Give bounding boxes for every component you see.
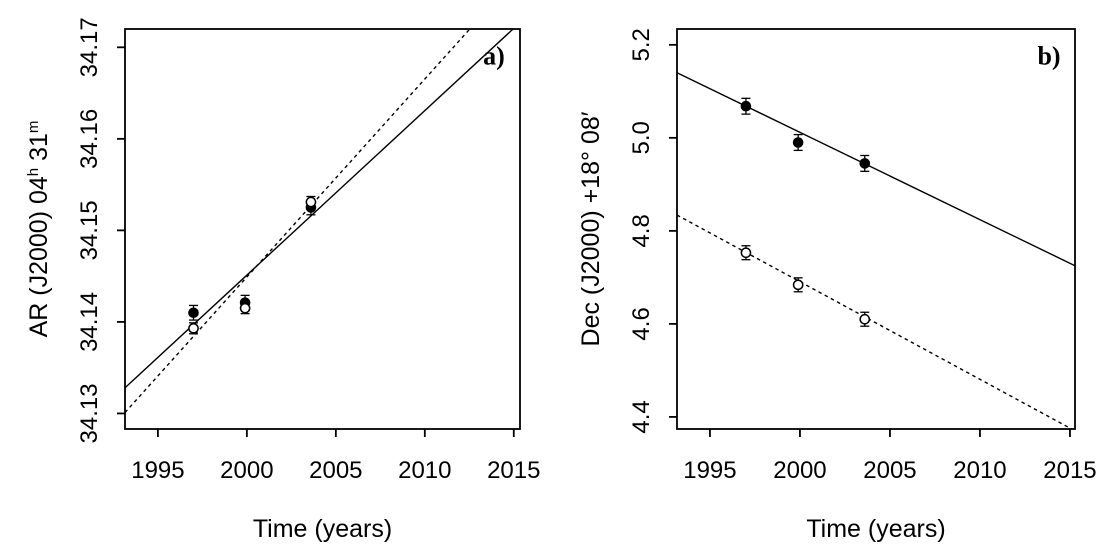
data-point-open: [859, 313, 871, 325]
data-point-open: [188, 322, 199, 334]
data-point-filled: [188, 307, 199, 319]
data-point-open: [239, 302, 251, 314]
panel-a-x-tick-label: 2000: [220, 457, 273, 484]
data-point-filled: [859, 158, 871, 169]
data-point-open: [740, 247, 752, 259]
panel-a-x-axis-title: Time (years): [253, 515, 392, 543]
panel-b-x-tick-label: 1995: [683, 457, 736, 484]
panel-b-series-open-circles: [740, 245, 871, 327]
panel-a-label: a): [483, 42, 505, 71]
panel-b-series-filled-circles: [740, 97, 871, 172]
data-point-open: [792, 279, 804, 291]
panel-b-y-tick-label: 4.4: [628, 400, 655, 433]
panel-a-fit-line-solid: [125, 29, 515, 389]
panel-b-fit-line-dashed: [677, 214, 1074, 429]
panel-b-x-tick-label: 2005: [863, 457, 916, 484]
panel-a-x-tick-label: 2010: [398, 457, 451, 484]
panel-b: 1995 2000 2005 2010 2015 4.4 4.6 4.8 5.0 5.2 Time …: [577, 28, 1096, 543]
panel-b-frame: [676, 28, 1076, 430]
panel-b-y-axis-title: Dec (J2000) +18° 08′: [577, 111, 605, 346]
panel-a-y-axis-title: AR (J2000) 04h 31m: [25, 121, 53, 338]
panel-a-y-tick-label: 34.17: [76, 17, 103, 77]
data-point-open: [305, 196, 317, 208]
panel-a-fit-line-dashed: [125, 29, 471, 413]
panel-b-y-tick-label: 4.6: [628, 307, 655, 340]
panel-a-y-tick-label: 34.16: [76, 109, 103, 169]
panel-b-label: b): [1037, 42, 1060, 71]
panel-b-x-tick-label: 2000: [773, 457, 826, 484]
panel-a-series-open-circles: [188, 195, 317, 335]
data-point-filled: [792, 137, 804, 148]
panel-a: 1995 2000 2005 2010 2015 34.13 34.14 34.15 34.16…: [25, 17, 540, 543]
panel-a-x-tick-label: 2015: [487, 457, 540, 484]
panel-b-x-tick-label: 2010: [953, 457, 1006, 484]
panel-b-y-tick-label: 4.8: [628, 214, 655, 247]
panel-a-y-tick-label: 34.14: [76, 292, 103, 352]
panel-a-x-tick-label: 1995: [131, 457, 184, 484]
panel-b-y-tick-label: 5.2: [628, 28, 655, 61]
panel-b-y-tick-label: 5.0: [628, 121, 655, 154]
panel-a-x-tick-label: 2005: [309, 457, 362, 484]
panel-b-x-axis-title: Time (years): [806, 515, 945, 543]
panel-a-frame: [124, 28, 521, 430]
panel-a-y-tick-label: 34.13: [76, 383, 103, 443]
panel-a-y-tick-label: 34.15: [76, 200, 103, 260]
panel-b-fit-line-solid: [677, 72, 1075, 267]
data-point-filled: [740, 100, 752, 112]
panel-b-x-tick-label: 2015: [1043, 457, 1096, 484]
panel-a-series-filled-circles: [188, 199, 317, 321]
